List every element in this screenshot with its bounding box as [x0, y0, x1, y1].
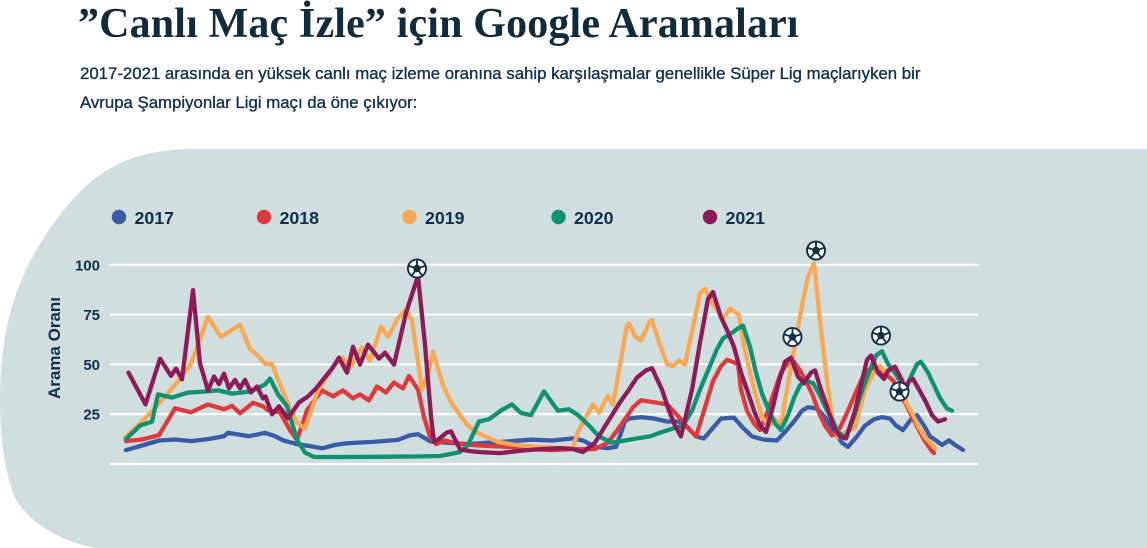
svg-text:25: 25 — [83, 407, 100, 424]
svg-text:2021: 2021 — [726, 208, 766, 228]
svg-text:Arama Oranı: Arama Oranı — [45, 297, 64, 399]
svg-text:2019: 2019 — [425, 208, 465, 228]
svg-text:100: 100 — [75, 257, 100, 274]
svg-text:2020: 2020 — [574, 208, 614, 228]
svg-text:2017: 2017 — [135, 208, 175, 228]
svg-text:50: 50 — [83, 357, 100, 374]
svg-text:75: 75 — [83, 307, 100, 324]
svg-text:2018: 2018 — [280, 208, 320, 228]
